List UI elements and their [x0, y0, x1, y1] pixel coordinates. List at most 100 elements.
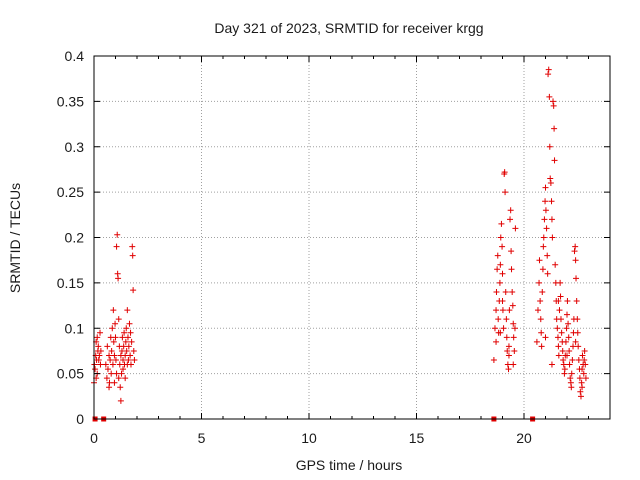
data-point: [552, 261, 559, 268]
data-point: [550, 102, 557, 109]
data-point: [499, 270, 506, 277]
data-point: [569, 357, 576, 364]
data-point: [564, 352, 570, 359]
data-point: [494, 266, 501, 273]
data-point: [511, 347, 518, 354]
data-point: [551, 157, 558, 164]
data-point: [507, 207, 514, 214]
data-point: [563, 325, 570, 332]
data-point: [572, 338, 579, 345]
data-point: [497, 234, 504, 241]
data-point: [493, 338, 500, 345]
data-point: [113, 243, 120, 250]
data-point: [575, 357, 582, 364]
data-point: [570, 343, 577, 350]
data-point: [571, 248, 578, 255]
data-point: [115, 275, 122, 282]
data-point: [502, 189, 509, 196]
data-point: [501, 169, 508, 176]
x-tick-label: 0: [90, 430, 98, 446]
data-point: [564, 311, 570, 318]
data-point: [540, 243, 547, 250]
data-point: [119, 334, 126, 341]
data-point: [551, 125, 558, 132]
data-point: [124, 307, 131, 314]
data-point: [555, 352, 562, 359]
data-point: [566, 361, 573, 368]
data-point: [129, 252, 136, 259]
data-point: [127, 352, 134, 359]
data-point: [128, 338, 135, 345]
data-point: [533, 338, 540, 345]
data-point: [510, 334, 517, 341]
data-point: [493, 307, 500, 314]
chart-title: Day 321 of 2023, SRMTID for receiver krg…: [214, 20, 483, 36]
data-point: [500, 325, 507, 332]
data-point: [120, 357, 127, 364]
data-point: [565, 334, 572, 341]
data-point: [575, 343, 582, 350]
data-point: [538, 329, 545, 336]
data-point: [97, 361, 104, 368]
data-point: [547, 180, 554, 187]
data-point: [109, 361, 116, 368]
data-point: [499, 298, 506, 305]
data-point: [130, 287, 137, 294]
data-point: [573, 298, 580, 305]
data-point: [577, 388, 584, 395]
data-point: [554, 334, 561, 341]
x-tick-label: 20: [516, 430, 532, 446]
data-point: [103, 375, 110, 382]
data-point: [115, 375, 122, 382]
data-point: [534, 307, 541, 314]
data-point: [108, 370, 115, 377]
data-point: [499, 243, 506, 250]
data-point: [536, 279, 543, 286]
data-point: [568, 370, 575, 377]
data-point: [111, 352, 118, 359]
data-point: [120, 366, 127, 373]
data-point: [577, 393, 584, 400]
data-point: [548, 198, 555, 205]
data-point: [542, 207, 549, 214]
data-point: [555, 298, 562, 305]
data-point: [108, 347, 115, 354]
data-point: [550, 98, 557, 105]
data-point: [503, 334, 510, 341]
x-tick-label: 5: [198, 430, 206, 446]
data-point: [121, 329, 128, 336]
data-point: [580, 370, 587, 377]
data-point: [539, 288, 546, 295]
data-point: [512, 225, 519, 232]
y-tick-label: 0.4: [65, 48, 85, 64]
data-point: [129, 243, 136, 250]
data-point: [557, 293, 564, 300]
data-point: [582, 361, 589, 368]
data-point: [541, 216, 548, 223]
data-point: [542, 334, 549, 341]
data-point: [123, 325, 130, 332]
data-point: [126, 320, 133, 327]
y-tick-label: 0.35: [57, 93, 84, 109]
data-point: [491, 325, 498, 332]
data-point: [122, 375, 129, 382]
data-point: [127, 329, 134, 336]
data-point: [545, 66, 552, 73]
data-point: [508, 266, 515, 273]
data-point: [579, 384, 586, 391]
data-point: [107, 357, 114, 364]
data-point: [564, 298, 571, 305]
data-point: [131, 357, 138, 364]
data-point: [497, 329, 504, 336]
x-tick-label: 15: [409, 430, 425, 446]
data-point: [493, 288, 500, 295]
data-point: [557, 279, 564, 286]
data-point: [94, 334, 101, 341]
data-point: [122, 338, 129, 345]
data-point: [581, 357, 588, 364]
data-point: [574, 329, 581, 336]
data-point: [542, 198, 549, 205]
data-point: [572, 257, 579, 264]
data-point: [556, 307, 563, 314]
